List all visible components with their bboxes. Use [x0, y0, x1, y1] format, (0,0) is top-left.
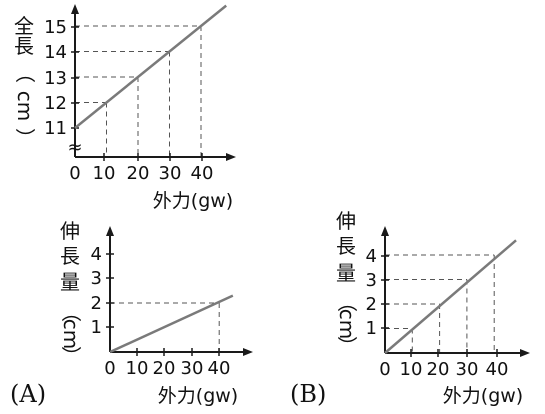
- B-x-axis-label: 外力(gw): [443, 385, 523, 407]
- top-x-axis-arrow: [226, 153, 236, 161]
- A-y-tick-label-4: 4: [91, 244, 102, 265]
- B-y-axis-label-part-5: ）: [335, 336, 359, 356]
- A-option-label: (A): [10, 380, 46, 408]
- A-x-tick-label-20: 20: [153, 358, 176, 379]
- top-y-tick-label-13: 13: [44, 68, 67, 89]
- B-y-tick-label-3: 3: [366, 270, 377, 291]
- top-y-tick-label-11: 11: [44, 118, 67, 139]
- A-y-axis-arrow: [106, 226, 114, 236]
- A-y-axis-label-part-2: 量: [60, 270, 80, 294]
- top-y-tick-label-14: 14: [44, 42, 67, 63]
- top-y-axis-label-part-4: ）: [13, 128, 37, 148]
- top-x-tick-label-40: 40: [191, 163, 214, 184]
- A-y-axis-label-part-1: 長: [60, 244, 80, 268]
- top-y-axis-label-part-0: 全: [14, 14, 34, 38]
- B-x-axis-arrow: [520, 349, 530, 357]
- B-y-tick-label-1: 1: [366, 318, 377, 339]
- B-y-axis-label-part-2: 量: [336, 261, 356, 285]
- B-option-label: (B): [290, 380, 326, 408]
- B-y-axis-label-part-3: （: [335, 292, 359, 312]
- top-y-axis-arrow: [71, 4, 79, 14]
- top-x-tick-label-30: 30: [159, 163, 182, 184]
- B-x-tick-label-20: 20: [427, 359, 450, 380]
- top-series-line-0: [74, 4, 227, 129]
- A-x-tick-label-10: 10: [126, 358, 149, 379]
- top-x-tick-label-0: 0: [69, 163, 80, 184]
- top-x-tick-label-20: 20: [127, 163, 150, 184]
- top-y-axis-label-part-2: （: [13, 63, 37, 83]
- A-y-axis-label-part-0: 伸: [60, 219, 80, 243]
- B-x-tick-label-30: 30: [456, 359, 479, 380]
- A-y-axis-label-part-5: ）: [59, 346, 83, 366]
- A-x-tick-label-0: 0: [104, 358, 115, 379]
- top-y-axis-label-part-3: cm: [13, 91, 37, 121]
- A-x-tick-label-30: 30: [181, 358, 204, 379]
- B-y-axis-label-part-4: cm: [335, 309, 359, 339]
- B-x-tick-label-0: 0: [379, 359, 390, 380]
- B-y-tick-label-2: 2: [366, 294, 377, 315]
- B-x-tick-label-10: 10: [400, 359, 423, 380]
- A-y-axis-label-part-3: （: [59, 302, 83, 322]
- A-y-tick-label-2: 2: [91, 293, 102, 314]
- B-y-tick-label-4: 4: [366, 246, 377, 267]
- top-y-tick-label-12: 12: [44, 93, 67, 114]
- top-x-axis-label: 外力(gw): [153, 190, 233, 212]
- top-x-tick-label-10: 10: [93, 163, 116, 184]
- A-y-tick-label-3: 3: [91, 268, 102, 289]
- top-y-tick-label-15: 15: [44, 17, 67, 38]
- B-y-axis-label-part-1: 長: [336, 234, 356, 258]
- A-y-axis-label-part-4: cm: [59, 319, 83, 349]
- top-axis-break-mark: ≈: [67, 137, 82, 158]
- B-x-tick-label-40: 40: [486, 359, 509, 380]
- A-y-tick-label-1: 1: [91, 317, 102, 338]
- B-y-axis-arrow: [381, 226, 389, 236]
- B-series-line-0: [384, 239, 517, 354]
- top-y-axis-label-part-1: 長: [14, 34, 34, 58]
- B-y-axis-label-part-0: 伸: [336, 209, 356, 233]
- A-x-axis-arrow: [243, 348, 253, 356]
- A-series-line-0: [109, 294, 234, 354]
- A-x-tick-label-40: 40: [208, 358, 231, 379]
- A-x-axis-label: 外力(gw): [158, 385, 238, 407]
